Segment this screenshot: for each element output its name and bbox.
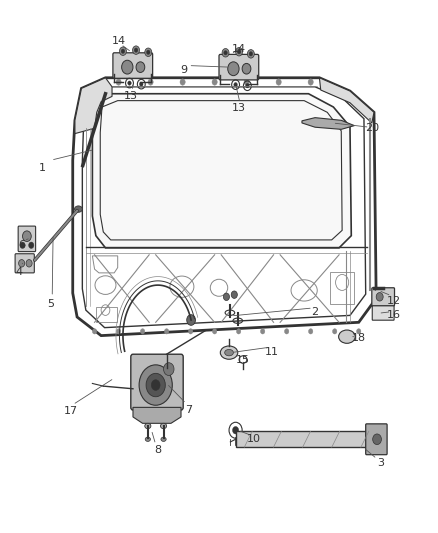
- Circle shape: [357, 329, 361, 334]
- Circle shape: [187, 314, 195, 325]
- Polygon shape: [133, 407, 181, 423]
- Circle shape: [140, 82, 143, 86]
- Ellipse shape: [145, 423, 151, 429]
- Text: 1: 1: [39, 163, 46, 173]
- Circle shape: [116, 79, 121, 85]
- FancyBboxPatch shape: [131, 354, 183, 410]
- Circle shape: [146, 373, 165, 397]
- Polygon shape: [92, 94, 351, 248]
- Text: 15: 15: [236, 354, 250, 365]
- Circle shape: [231, 291, 237, 298]
- Circle shape: [249, 52, 253, 56]
- Circle shape: [139, 365, 172, 405]
- Ellipse shape: [145, 437, 150, 441]
- Ellipse shape: [220, 346, 238, 359]
- Circle shape: [223, 293, 230, 301]
- Polygon shape: [319, 78, 374, 123]
- Text: 9: 9: [180, 65, 187, 75]
- FancyBboxPatch shape: [15, 254, 34, 273]
- Text: 4: 4: [15, 267, 23, 277]
- Text: 18: 18: [352, 333, 366, 343]
- Circle shape: [237, 50, 241, 54]
- FancyBboxPatch shape: [372, 288, 395, 306]
- Circle shape: [117, 329, 121, 334]
- Circle shape: [151, 379, 160, 390]
- Circle shape: [133, 46, 140, 54]
- Circle shape: [246, 84, 249, 88]
- Circle shape: [212, 79, 217, 85]
- Ellipse shape: [339, 330, 355, 343]
- Circle shape: [134, 48, 138, 52]
- Circle shape: [212, 329, 217, 334]
- Circle shape: [18, 260, 25, 267]
- Polygon shape: [236, 431, 383, 447]
- Text: 2: 2: [311, 306, 318, 317]
- Circle shape: [141, 329, 145, 334]
- Text: 13: 13: [124, 91, 138, 101]
- Circle shape: [122, 60, 133, 74]
- Circle shape: [233, 426, 239, 434]
- Circle shape: [376, 293, 383, 301]
- FancyBboxPatch shape: [18, 226, 35, 252]
- Circle shape: [20, 242, 25, 248]
- Circle shape: [188, 329, 193, 334]
- Text: 16: 16: [387, 310, 401, 320]
- Ellipse shape: [160, 423, 166, 429]
- Polygon shape: [302, 118, 354, 130]
- Circle shape: [285, 329, 289, 334]
- Circle shape: [148, 79, 153, 85]
- Circle shape: [242, 63, 251, 74]
- Circle shape: [121, 49, 125, 53]
- Text: 14: 14: [232, 44, 246, 53]
- Text: 7: 7: [185, 405, 192, 415]
- Circle shape: [164, 329, 169, 334]
- FancyBboxPatch shape: [366, 424, 387, 455]
- Text: 8: 8: [154, 445, 162, 455]
- Ellipse shape: [74, 206, 82, 212]
- Circle shape: [180, 79, 185, 85]
- Text: 20: 20: [365, 123, 379, 133]
- Circle shape: [120, 47, 127, 55]
- Circle shape: [228, 62, 239, 76]
- Circle shape: [163, 363, 174, 375]
- Circle shape: [308, 79, 313, 85]
- Circle shape: [244, 79, 249, 85]
- Circle shape: [224, 51, 227, 55]
- FancyBboxPatch shape: [372, 306, 394, 320]
- Circle shape: [222, 49, 229, 57]
- Circle shape: [373, 434, 381, 445]
- Text: 12: 12: [387, 296, 401, 306]
- Circle shape: [247, 50, 254, 58]
- Circle shape: [234, 83, 237, 87]
- Text: 14: 14: [112, 36, 126, 45]
- Circle shape: [237, 329, 241, 334]
- Circle shape: [147, 50, 150, 54]
- Text: 13: 13: [232, 103, 246, 113]
- FancyBboxPatch shape: [219, 54, 259, 80]
- Circle shape: [128, 81, 131, 85]
- Circle shape: [22, 231, 31, 241]
- Circle shape: [308, 329, 313, 334]
- Circle shape: [276, 79, 281, 85]
- Circle shape: [236, 47, 243, 56]
- FancyBboxPatch shape: [113, 53, 152, 78]
- Circle shape: [92, 329, 97, 334]
- Text: 3: 3: [377, 458, 384, 468]
- Ellipse shape: [161, 437, 166, 441]
- Text: 5: 5: [47, 298, 54, 309]
- Circle shape: [136, 62, 145, 72]
- Circle shape: [261, 329, 265, 334]
- Circle shape: [332, 329, 337, 334]
- Polygon shape: [75, 78, 112, 134]
- Text: 11: 11: [265, 346, 279, 357]
- Circle shape: [145, 48, 152, 56]
- Text: 6: 6: [18, 240, 25, 250]
- Circle shape: [26, 260, 32, 267]
- Text: 17: 17: [64, 406, 78, 416]
- Text: 10: 10: [247, 434, 261, 445]
- Circle shape: [28, 242, 34, 248]
- Ellipse shape: [225, 350, 233, 356]
